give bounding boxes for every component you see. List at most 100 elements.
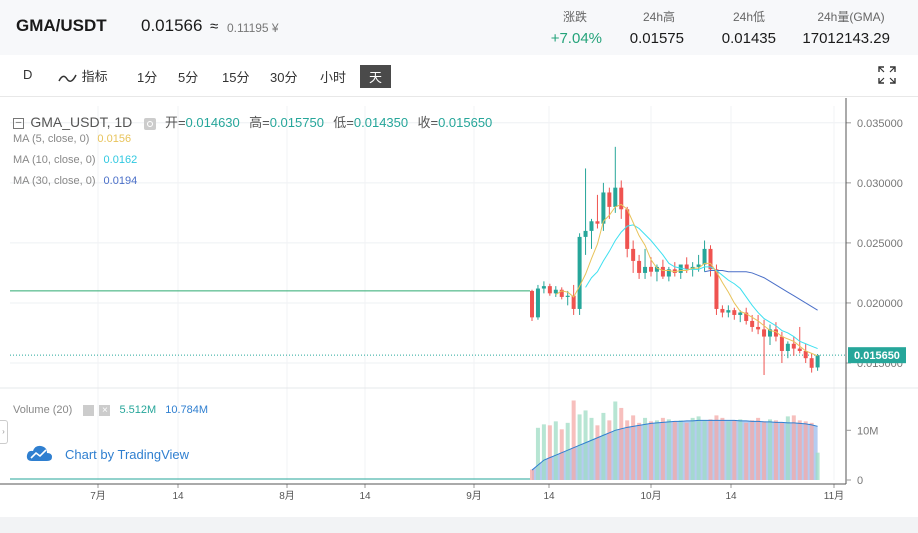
volume-bar <box>684 422 689 480</box>
interval-1m[interactable]: 1分 <box>137 70 158 85</box>
price-chart[interactable]: 0.0350000.0300000.0250000.0200000.015000… <box>0 98 918 518</box>
volume-bar <box>809 422 814 480</box>
interval-day[interactable]: 天 <box>360 65 392 88</box>
candle-body <box>666 269 671 277</box>
last-price-label: 0.015650 <box>854 350 900 362</box>
volume-legend: Volume (20) × 5.512M 10.784M <box>13 404 208 416</box>
stat-value: 0.01575 <box>629 30 684 47</box>
cloud-icon <box>26 445 52 461</box>
candle-body <box>779 336 784 351</box>
candle-body <box>589 221 594 231</box>
volume-bar <box>803 421 808 480</box>
volume-value: 5.512M <box>119 404 157 416</box>
low-value: 0.014350 <box>353 115 409 130</box>
volume-bar <box>571 400 576 480</box>
volume-bar <box>672 421 677 480</box>
volume-close-icon[interactable]: × <box>99 404 111 416</box>
interval-15m[interactable]: 15分 <box>222 70 250 85</box>
ohlc-legend: – GMA_USDT, 1D 开=0.014630 高=0.015750 低=0… <box>13 112 492 131</box>
candle-body <box>773 329 778 337</box>
candle-body <box>577 236 582 309</box>
interval-hour[interactable]: 小时 <box>320 70 347 85</box>
low-label: 低= <box>333 115 354 130</box>
volume-bar <box>607 420 612 480</box>
volume-bar <box>541 424 546 480</box>
volume-bar <box>583 410 588 480</box>
x-tick-label: 11月 <box>824 490 844 502</box>
candle-body <box>797 348 802 351</box>
candle-body <box>714 269 719 309</box>
volume-bar <box>666 419 671 480</box>
volume-bar <box>577 414 582 480</box>
stat-label: 24h低 <box>732 10 766 24</box>
candle-body <box>643 266 648 273</box>
candle-body <box>660 266 665 277</box>
candle-body <box>768 329 772 337</box>
candle-body <box>535 288 540 318</box>
candle-body <box>619 187 624 210</box>
cny-price: 0.11195 ¥ <box>227 21 279 35</box>
fullscreen-icon[interactable] <box>878 66 896 84</box>
candle-body <box>583 230 588 237</box>
candle-body <box>625 209 630 249</box>
volume-bar <box>601 412 606 480</box>
pair-name: GMA/USDT <box>16 16 107 35</box>
tradingview-label: Chart by TradingView <box>65 447 190 462</box>
close-value: 0.015650 <box>438 115 493 130</box>
candle-body <box>672 269 677 273</box>
volume-bar <box>791 415 796 480</box>
open-value: 0.014630 <box>185 115 240 130</box>
volume-tick-label: 0 <box>857 475 863 487</box>
volume-bar <box>690 417 695 480</box>
interval-30m[interactable]: 30分 <box>270 70 298 85</box>
volume-bar <box>625 420 630 480</box>
candle-body <box>762 329 767 337</box>
ma5-line <box>555 203 818 357</box>
stat-24h-high: 24h高 0.01575 <box>620 8 684 47</box>
stat-label: 24h量(GMA) <box>817 10 885 24</box>
candle-body <box>738 312 743 315</box>
volume-bar <box>553 421 558 480</box>
volume-bar <box>779 422 784 480</box>
candle-body <box>601 192 606 224</box>
candle-body <box>607 192 612 207</box>
legend-symbol: GMA_USDT, 1D <box>30 114 133 130</box>
candle-body <box>791 343 796 349</box>
candle-body <box>553 289 558 294</box>
candle-body <box>803 350 808 359</box>
volume-ma-line <box>531 419 818 471</box>
ma10-legend: MA (10, close, 0) 0.0162 <box>13 154 137 166</box>
ma30-legend: MA (30, close, 0) 0.0194 <box>13 175 137 187</box>
volume-bar <box>708 419 713 480</box>
volume-bar <box>530 469 534 480</box>
volume-bar <box>732 420 737 480</box>
chart-area[interactable]: 0.035000 0.030000 0.025000 0.020000 0.015000… <box>0 98 918 518</box>
candle-body <box>756 326 761 330</box>
wave-icon <box>58 74 77 82</box>
approx-symbol: ≈ <box>210 18 219 35</box>
interval-5m[interactable]: 5分 <box>178 70 199 85</box>
indicators-button[interactable]: 指标 <box>58 66 108 85</box>
stat-24h-low: 24h低 0.01435 <box>700 8 776 47</box>
volume-settings-icon[interactable] <box>83 404 95 416</box>
volume-label: Volume (20) <box>13 404 73 416</box>
volume-bar <box>619 407 624 480</box>
candle-body <box>750 320 755 327</box>
candle-body <box>720 308 725 313</box>
volume-tick-label: 10M <box>857 425 878 437</box>
tradingview-badge[interactable]: Chart by TradingView <box>22 438 200 470</box>
chart-type-button[interactable]: D <box>23 67 33 82</box>
volume-bar <box>756 417 761 480</box>
last-price-badge <box>848 347 906 364</box>
candle-body <box>696 264 701 267</box>
volume-bar <box>702 420 707 480</box>
ticker-header: GMA/USDT 0.01566 ≈ 0.11195 ¥ 涨跌 +7.04% 2… <box>0 0 918 55</box>
settings-icon[interactable] <box>143 117 156 130</box>
sidebar-toggle[interactable]: › <box>0 420 8 444</box>
collapse-legend-icon[interactable]: – <box>13 118 24 130</box>
stat-24h-volume: 24h量(GMA) 17012143.29 <box>790 8 890 47</box>
stat-label: 24h高 <box>642 10 676 24</box>
volume-bar <box>637 422 642 480</box>
candle-body <box>565 295 570 297</box>
ma-value: 0.0162 <box>103 154 138 166</box>
